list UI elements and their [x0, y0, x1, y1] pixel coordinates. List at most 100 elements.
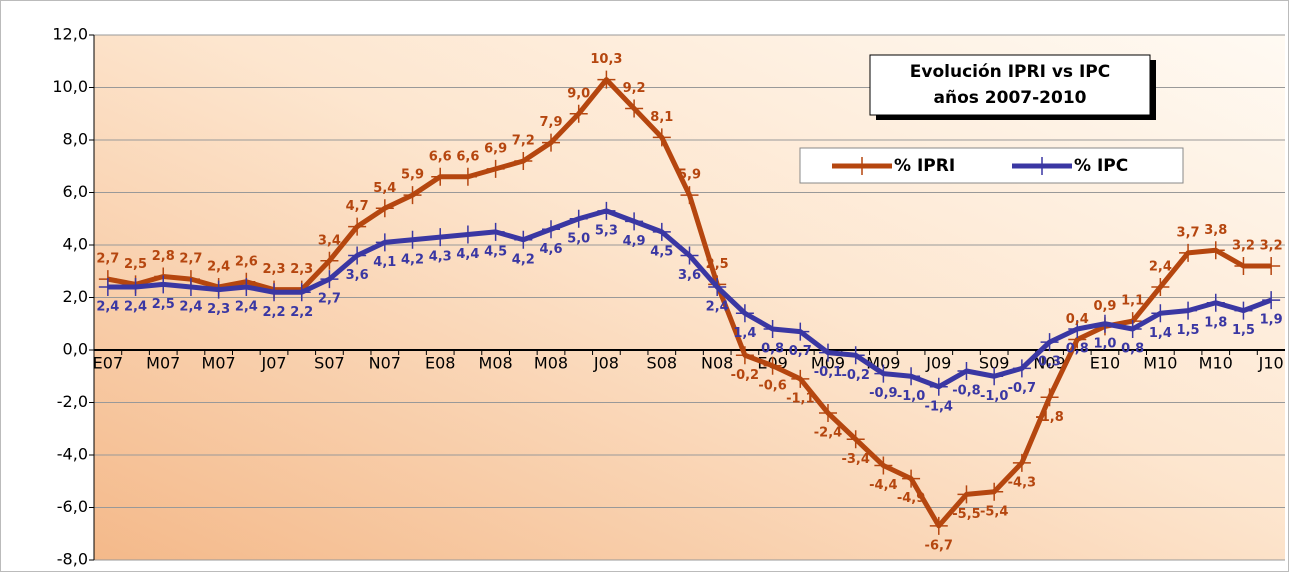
x-tick-label: J10	[1258, 354, 1284, 373]
x-tick-label: E10	[1090, 354, 1120, 373]
data-point	[542, 220, 561, 239]
data-label: 1,1	[1121, 294, 1144, 309]
data-label: 3,2	[1232, 239, 1255, 254]
data-point	[902, 367, 921, 386]
y-tick-label: 6,0	[63, 182, 88, 201]
x-tick-label: E08	[425, 354, 455, 373]
data-label: 1,5	[1177, 323, 1200, 338]
data-label: 6,9	[484, 141, 507, 156]
data-label: 3,2	[1260, 239, 1283, 254]
data-label: 2,4	[1149, 260, 1172, 275]
x-tick-label: J07	[260, 354, 286, 373]
data-point	[458, 167, 477, 186]
data-label: 2,2	[263, 305, 286, 320]
data-label: 3,4	[318, 233, 341, 248]
data-label: 0,8	[1121, 342, 1144, 357]
data-label: -1,0	[980, 389, 1008, 404]
legend-marker	[1033, 157, 1051, 175]
data-label: -4,9	[897, 491, 925, 506]
data-label: 4,1	[373, 255, 396, 270]
data-point	[265, 283, 284, 302]
chart-title: Evolución IPRI vs IPC	[910, 62, 1110, 82]
data-point	[763, 356, 782, 375]
data-label: 9,2	[623, 81, 646, 96]
legend-label: % IPRI	[894, 156, 955, 176]
x-tick-label: M10	[1143, 354, 1177, 373]
data-point	[680, 186, 699, 205]
y-tick-label: 4,0	[63, 235, 88, 254]
data-label: 4,2	[512, 252, 535, 267]
data-label: 2,2	[290, 305, 313, 320]
data-point	[320, 251, 339, 270]
x-tick-label: M08	[479, 354, 513, 373]
data-point	[154, 275, 173, 294]
data-label: 9,0	[567, 86, 590, 101]
data-point	[597, 201, 616, 220]
data-point	[1151, 304, 1170, 323]
data-point	[957, 362, 976, 380]
data-label: 3,7	[1177, 225, 1200, 240]
data-label: 2,7	[318, 292, 341, 307]
data-label: 2,5	[152, 297, 175, 312]
data-label: -6,7	[925, 538, 953, 553]
data-point	[403, 186, 422, 205]
y-tick-label: -8,0	[57, 550, 88, 569]
data-point	[1068, 320, 1087, 338]
x-tick-label: M07	[202, 354, 236, 373]
data-point	[929, 516, 948, 535]
data-point	[431, 228, 450, 247]
data-point	[957, 485, 976, 504]
x-tick-label: M08	[534, 354, 568, 373]
data-point	[514, 230, 533, 249]
data-point	[818, 343, 837, 362]
data-label: 1,4	[1149, 326, 1172, 341]
data-point	[735, 346, 754, 365]
legend-marker	[853, 157, 871, 175]
data-label: 2,7	[179, 252, 202, 267]
x-tick-label: J08	[593, 354, 619, 373]
data-label: 2,5	[706, 257, 729, 272]
data-point	[625, 99, 644, 118]
data-label: 2,4	[235, 300, 258, 315]
data-label: 0,8	[1066, 342, 1089, 357]
data-label: -5,5	[952, 507, 980, 522]
y-tick-label: 2,0	[63, 287, 88, 306]
data-label: 7,2	[512, 134, 535, 149]
data-point	[1012, 453, 1031, 472]
data-label: -0,2	[731, 368, 759, 383]
y-tick-label: -4,0	[57, 445, 88, 464]
data-label: 0,9	[1093, 299, 1116, 314]
data-label: 8,1	[650, 110, 673, 125]
data-point	[514, 152, 533, 170]
data-label: -3,4	[841, 452, 869, 467]
data-label: 1,9	[1260, 313, 1283, 328]
data-point	[1179, 301, 1198, 320]
data-label: 6,6	[429, 149, 452, 164]
data-point	[625, 212, 644, 231]
data-label: 1,8	[1204, 315, 1227, 330]
data-label: 3,8	[1204, 223, 1227, 238]
data-label: 2,3	[290, 262, 313, 277]
data-point	[763, 320, 782, 338]
data-point	[985, 482, 1004, 501]
data-label: 5,3	[595, 223, 618, 238]
title-box	[869, 54, 1151, 116]
data-label: 10,3	[590, 52, 622, 67]
legend-items: % IPRI % IPC	[832, 156, 1128, 176]
data-label: 4,3	[429, 250, 452, 265]
data-label: 6,6	[456, 149, 479, 164]
data-point	[181, 278, 200, 296]
data-label: 5,9	[678, 168, 701, 183]
data-label: 2,6	[235, 254, 258, 269]
data-label: -1,0	[897, 389, 925, 404]
data-point	[652, 128, 671, 147]
data-label: 2,4	[124, 300, 147, 315]
data-point	[1179, 243, 1198, 262]
data-point	[98, 278, 117, 296]
data-label: -0,7	[1008, 381, 1036, 396]
y-tick-label: 8,0	[63, 130, 88, 149]
x-tick-label: M07	[146, 354, 180, 373]
data-label: 2,5	[124, 257, 147, 272]
data-point	[320, 270, 339, 289]
data-label: 4,7	[346, 199, 369, 214]
